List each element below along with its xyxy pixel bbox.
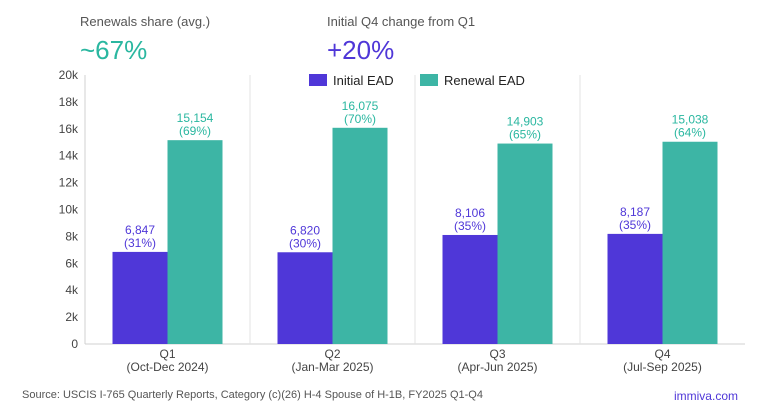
x-tick-label: (Apr-Jun 2025)	[457, 360, 537, 374]
kpi-renewals-share: Renewals share (avg.) ~67%	[80, 14, 210, 66]
data-label-share: (30%)	[289, 236, 321, 250]
bar-renewal	[497, 143, 553, 344]
data-label-share: (70%)	[344, 112, 376, 126]
y-tick-label: 20k	[59, 68, 79, 82]
source-note: Source: USCIS I-765 Quarterly Reports, C…	[22, 389, 483, 401]
kpi-label: Initial Q4 change from Q1	[327, 14, 476, 29]
y-tick-label: 4k	[65, 283, 79, 297]
data-label-value: 16,075	[342, 99, 379, 113]
bar-initial	[112, 251, 168, 344]
kpi-value: ~67%	[80, 35, 148, 65]
y-tick-label: 16k	[59, 122, 79, 136]
bar-initial	[277, 252, 333, 344]
data-label-value: 6,847	[125, 223, 155, 237]
brand-link[interactable]: immiva.com	[673, 389, 738, 403]
legend-swatch-renewal	[420, 74, 438, 86]
x-tick-label: Q4	[654, 347, 670, 361]
x-tick-label: Q1	[159, 347, 175, 361]
data-label-value: 6,820	[290, 223, 320, 237]
data-label-value: 8,187	[620, 205, 650, 219]
bar-renewal	[167, 140, 223, 344]
data-label-value: 15,154	[177, 111, 214, 125]
x-tick-label: Q3	[489, 347, 505, 361]
y-tick-label: 8k	[65, 229, 79, 243]
data-label-share: (35%)	[619, 218, 651, 232]
bar-renewal	[332, 127, 388, 344]
legend-label: Renewal EAD	[444, 73, 525, 88]
legend-swatch-initial	[309, 74, 327, 86]
y-tick-label: 12k	[59, 176, 79, 190]
data-label-share: (64%)	[674, 126, 706, 140]
bar-renewal	[662, 141, 718, 344]
bar-initial	[607, 233, 663, 344]
y-tick-label: 6k	[65, 256, 79, 270]
x-tick-label: Q2	[324, 347, 340, 361]
y-tick-label: 2k	[65, 310, 79, 324]
legend-label: Initial EAD	[333, 73, 394, 88]
data-label-share: (69%)	[179, 124, 211, 138]
x-tick-label: (Jul-Sep 2025)	[623, 360, 702, 374]
y-tick-label: 14k	[59, 149, 79, 163]
data-label-share: (35%)	[454, 219, 486, 233]
data-label-value: 8,106	[455, 206, 485, 220]
y-tick-label: 10k	[59, 203, 79, 217]
kpi-initial-change: Initial Q4 change from Q1 +20%	[327, 14, 475, 66]
data-label-value: 15,038	[672, 113, 709, 127]
y-tick-label: 18k	[59, 95, 79, 109]
kpi-value: +20%	[327, 35, 395, 65]
y-tick-label: 0	[71, 337, 78, 351]
data-label-share: (65%)	[509, 128, 541, 142]
data-label-value: 14,903	[507, 115, 544, 129]
x-tick-label: (Jan-Mar 2025)	[291, 360, 373, 374]
bar-initial	[442, 234, 498, 344]
x-tick-label: (Oct-Dec 2024)	[126, 360, 208, 374]
kpi-label: Renewals share (avg.)	[80, 14, 211, 29]
data-label-share: (31%)	[124, 236, 156, 250]
